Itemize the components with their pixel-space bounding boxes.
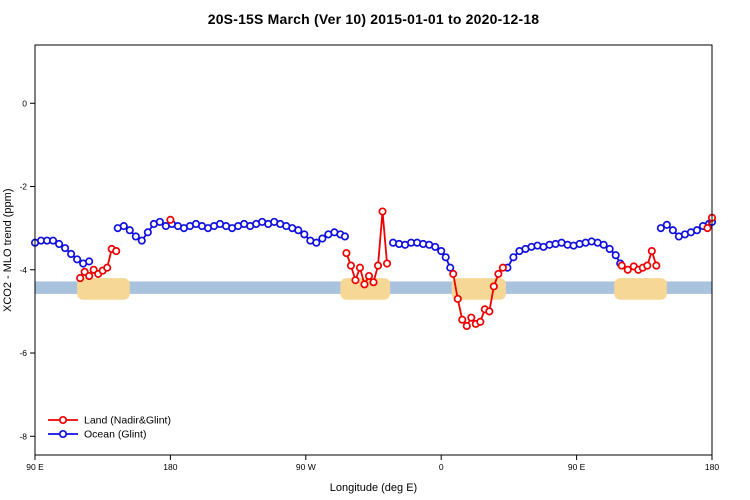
land-data-point: [643, 261, 652, 270]
land-data-point: [467, 313, 476, 322]
ocean-data-point: [294, 226, 303, 235]
land-data-point: [453, 294, 462, 303]
land-reference-band: [614, 278, 667, 300]
land-data-point: [485, 307, 494, 316]
land-data-point: [489, 282, 498, 291]
land-data-point: [166, 215, 175, 224]
y-tick-label: -4: [19, 265, 27, 275]
ocean-data-point: [55, 239, 64, 249]
land-data-point: [364, 271, 374, 281]
land-data-point: [351, 276, 360, 285]
land-data-point: [373, 261, 383, 270]
chart-title: 20S-15S March (Ver 10) 2015-01-01 to 202…: [207, 11, 540, 27]
ocean-data-point: [662, 220, 671, 229]
land-data-point: [85, 271, 94, 281]
legend-ocean-marker: [58, 429, 68, 439]
land-data-point: [498, 263, 507, 272]
ocean-data-point: [431, 242, 440, 251]
y-tick-label: -8: [19, 431, 27, 441]
land-data-point: [369, 278, 378, 287]
land-data-point: [462, 321, 471, 331]
ocean-data-point: [599, 240, 608, 249]
ocean-data-point: [300, 230, 309, 239]
ocean-data-point: [155, 217, 164, 226]
land-data-point: [355, 263, 365, 272]
land-data-point: [112, 246, 121, 256]
y-tick-label: -2: [19, 182, 27, 192]
x-tick-label: 90 E: [26, 462, 44, 472]
x-axis-label: Longitude (deg E): [329, 482, 418, 494]
land-data-point: [647, 246, 656, 256]
land-data-point: [458, 315, 467, 324]
land-data-point: [703, 224, 712, 233]
land-data-point: [342, 249, 351, 258]
land-data-point: [378, 207, 387, 216]
ocean-data-point: [119, 222, 128, 231]
y-tick-label: 0: [22, 98, 27, 108]
land-data-point: [494, 269, 503, 278]
land-data-point: [449, 269, 458, 278]
plot-border: [34, 44, 713, 456]
ocean-data-point: [312, 238, 321, 247]
land-data-point: [623, 265, 632, 274]
land-data-point: [360, 280, 369, 289]
ocean-data-point: [73, 255, 82, 264]
land-data-point: [382, 259, 392, 268]
land-data-point: [617, 261, 626, 270]
ocean-data-point: [125, 226, 134, 235]
ocean-data-point: [509, 253, 518, 262]
ocean-data-point: [611, 251, 620, 260]
land-reference-band: [77, 278, 130, 300]
land-series-line: [345, 211, 388, 287]
y-axis-label: XCO2 - MLO trend (ppm): [2, 188, 14, 312]
ocean-data-point: [441, 253, 450, 262]
ocean-data-point: [446, 263, 455, 272]
ocean-data-point: [692, 226, 702, 235]
ocean-data-point: [85, 257, 94, 266]
ocean-data-point: [61, 244, 70, 253]
legend-land-marker: [58, 415, 68, 425]
land-data-point: [476, 317, 485, 326]
y-tick-label: -6: [19, 348, 27, 358]
ocean-data-point: [605, 244, 614, 254]
ocean-data-point: [656, 224, 665, 233]
ocean-data-point: [318, 234, 327, 243]
x-tick-label: 0: [439, 462, 444, 472]
ocean-data-point: [143, 228, 152, 237]
land-reference-band: [340, 278, 391, 300]
x-tick-label: 180: [163, 462, 177, 472]
legend-ocean-label: Ocean (Glint): [84, 429, 146, 441]
x-tick-label: 90 W: [296, 462, 316, 472]
ocean-data-point: [67, 249, 76, 259]
x-tick-label: 180: [705, 462, 719, 472]
land-data-point: [652, 261, 661, 270]
ocean-data-point: [131, 232, 140, 241]
land-data-point: [103, 263, 112, 272]
ocean-data-point: [340, 232, 349, 241]
land-data-point: [346, 261, 355, 270]
land-data-point: [76, 274, 85, 283]
ocean-data-point: [668, 226, 677, 235]
ocean-data-point: [137, 236, 146, 245]
ocean-data-point: [49, 236, 58, 245]
x-tick-label: 90 E: [568, 462, 586, 472]
ocean-data-point: [437, 246, 446, 256]
legend-land-label: Land (Nadir&Glint): [84, 415, 171, 427]
